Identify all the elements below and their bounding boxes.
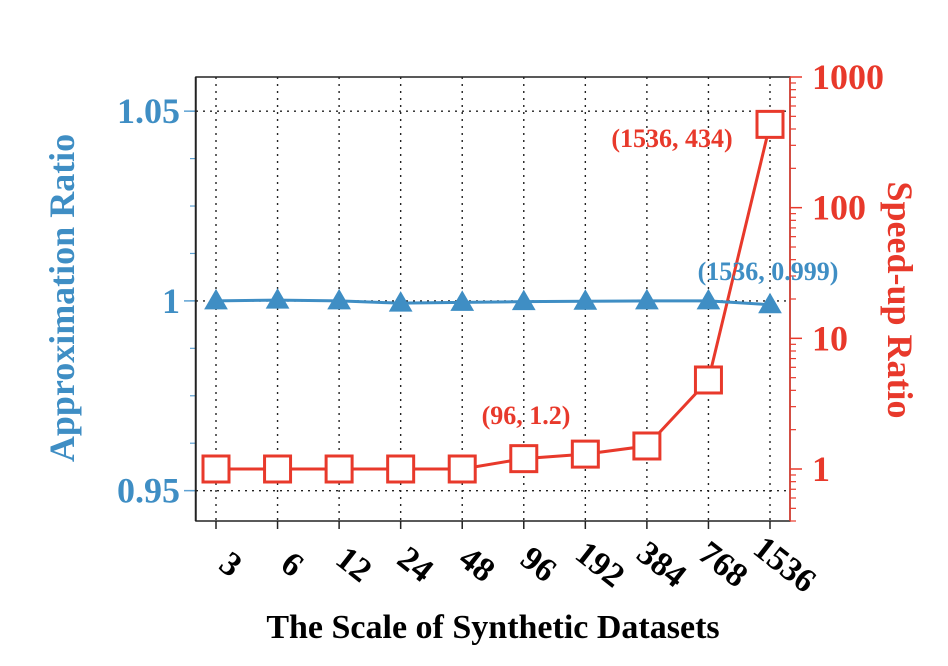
approximation-marker (388, 291, 413, 312)
y-axis-right-title: Speed-up Ratio (880, 181, 920, 418)
approximation-marker (265, 288, 290, 309)
approximation-line (215, 298, 771, 307)
right-tick-label: 1000 (812, 57, 884, 97)
approximation-marker (573, 289, 598, 310)
approximation-marker (450, 290, 475, 311)
x-tick-label: 24 (390, 540, 440, 590)
x-axis-title: The Scale of Synthetic Datasets (266, 609, 719, 646)
annotation-approx-max: (1536, 0.999) (698, 257, 839, 286)
approximation-marker (696, 288, 721, 310)
right-tick-label: 10 (812, 318, 848, 358)
speedup-marker (570, 439, 600, 469)
speedup-marker (755, 109, 785, 139)
speedup-marker (386, 454, 416, 484)
left-y-axis: 0.95 1 1.05 (117, 77, 197, 521)
speedup-series (201, 109, 785, 484)
left-tick-label: 0.95 (117, 471, 180, 511)
annotation-speedup-max: (1536, 434) (611, 124, 732, 153)
approximation-marker (511, 289, 536, 311)
speedup-marker (509, 444, 539, 474)
speedup-marker (632, 431, 662, 461)
approximation-marker (635, 288, 659, 310)
approximation-series (204, 288, 782, 314)
x-tick-label: 384 (630, 534, 693, 595)
approximation-marker (758, 292, 782, 314)
speedup-marker (201, 454, 231, 484)
left-tick-label: 1.05 (117, 91, 180, 131)
x-tick-label: 768 (691, 534, 754, 595)
x-tick-label: 192 (568, 534, 631, 595)
speedup-marker (324, 454, 354, 484)
x-tick-label: 3 (212, 545, 248, 585)
x-tick-label: 6 (274, 545, 310, 585)
x-tick-label: 12 (329, 540, 379, 590)
right-tick-label: 1 (812, 449, 830, 489)
approximation-marker (204, 288, 228, 310)
x-tick-label: 48 (452, 540, 502, 590)
annotation-speedup-96: (96, 1.2) (482, 401, 571, 430)
x-tick-label: 96 (513, 540, 563, 590)
speedup-marker (693, 365, 723, 395)
y-axis-left-title: Approximation Ratio (42, 134, 82, 462)
speedup-marker (263, 454, 293, 484)
approximation-marker (327, 288, 351, 310)
left-tick-label: 1 (162, 281, 180, 321)
right-y-axis: 1 10 100 1000 (789, 57, 884, 522)
speedup-line (216, 124, 772, 471)
speedup-marker (447, 454, 477, 484)
right-tick-label: 100 (812, 188, 866, 228)
x-tick-label: 1536 (746, 529, 822, 600)
